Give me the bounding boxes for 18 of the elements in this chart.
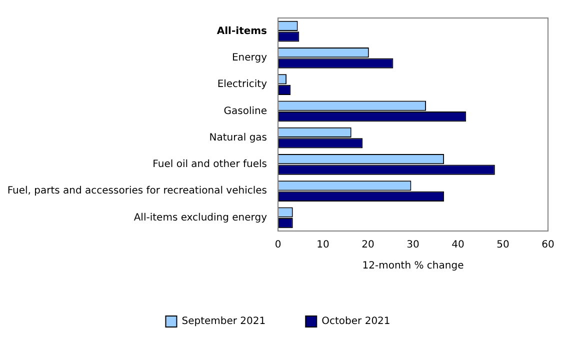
x-tick-label: 10 bbox=[316, 240, 330, 251]
x-tick-label: 0 bbox=[274, 240, 282, 251]
x-tick-label: 40 bbox=[452, 240, 464, 251]
x-axis-title: 12-month % change bbox=[362, 260, 464, 272]
y-tick-label: Natural gas bbox=[209, 132, 267, 144]
x-tick-label: 20 bbox=[362, 240, 374, 251]
x-tick-label: 30 bbox=[406, 240, 420, 251]
x-tick-label: 60 bbox=[542, 240, 554, 251]
legend-label: September 2021 bbox=[182, 316, 266, 328]
y-tick-label: Fuel, parts and accessories for recreational vehicles bbox=[7, 186, 267, 197]
y-tick-label: Fuel oil and other fuels bbox=[152, 159, 267, 170]
y-tick-label: Energy bbox=[232, 52, 268, 64]
x-tick-label: 50 bbox=[496, 240, 510, 251]
legend-label: October 2021 bbox=[322, 316, 390, 328]
y-tick-label: All-items excluding energy bbox=[134, 212, 268, 224]
y-tick-label: Gasoline bbox=[224, 106, 267, 117]
y-tick-label: All-items bbox=[216, 26, 268, 37]
y-tick-label: Electricity bbox=[217, 79, 268, 90]
